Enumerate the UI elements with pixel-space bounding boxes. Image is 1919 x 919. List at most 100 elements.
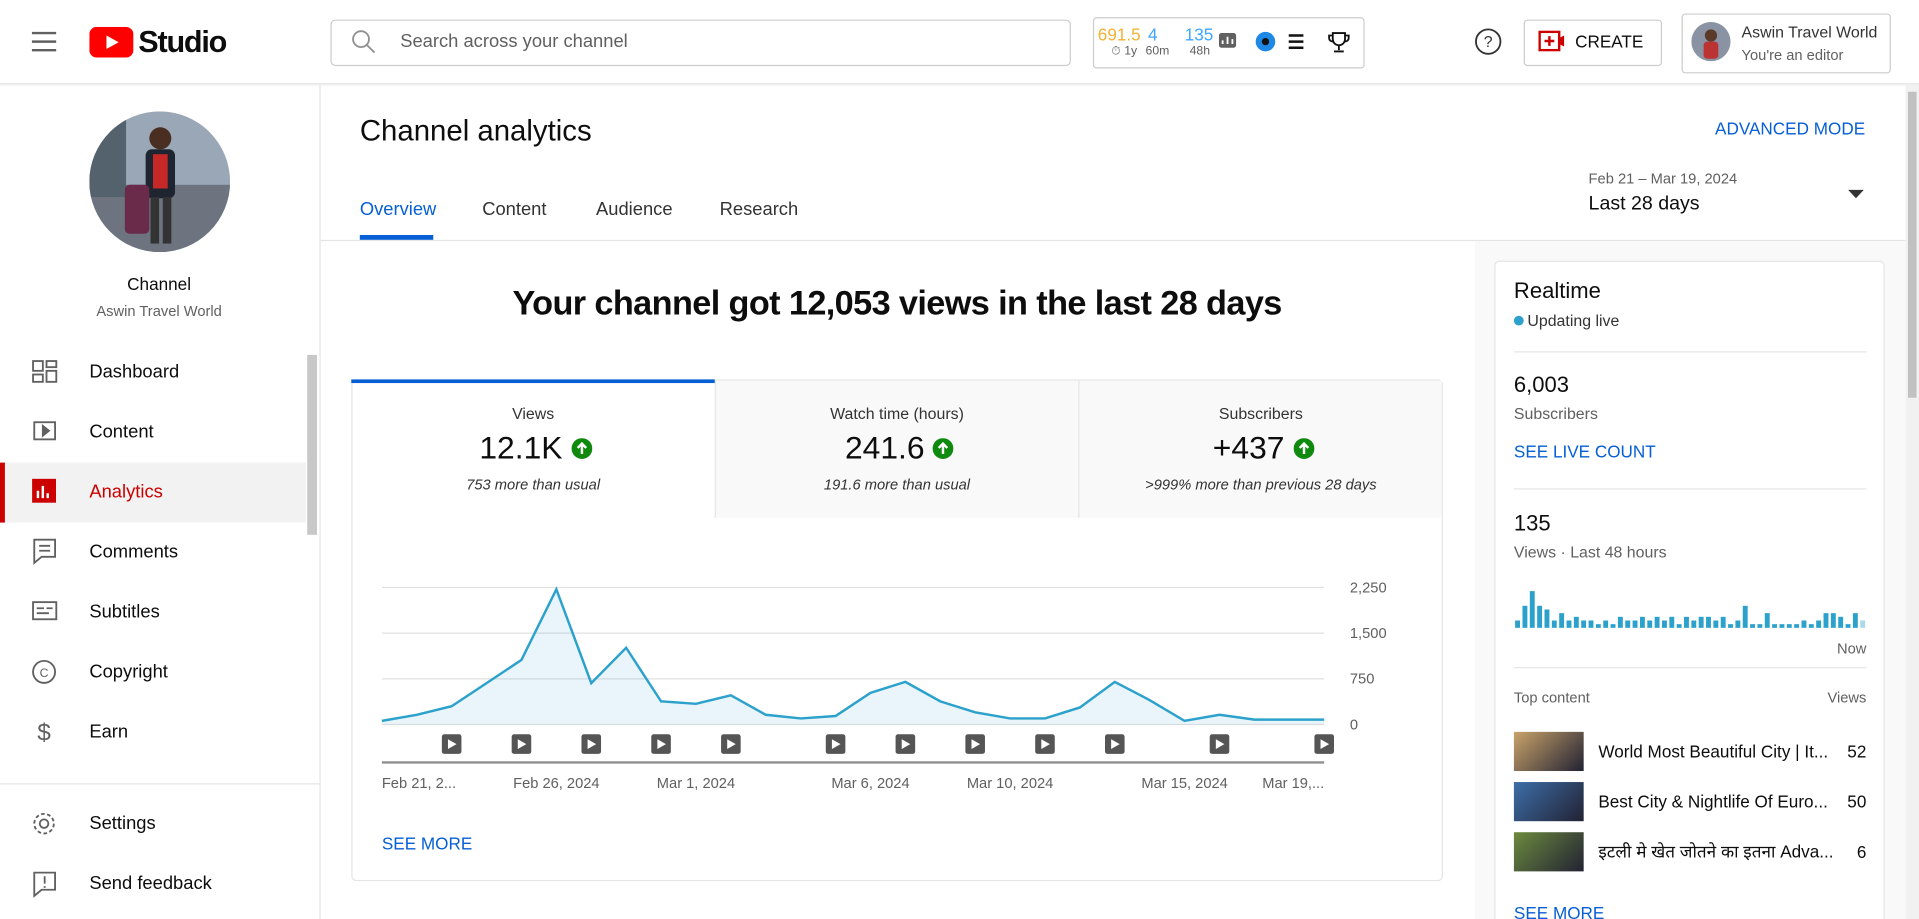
video-marker-play [657,739,666,749]
stats-box[interactable] [1092,17,1365,69]
dropdown-arrow[interactable] [1848,189,1864,200]
bar [1808,624,1814,628]
nav-item[interactable]: Subtitles [89,601,160,623]
stat-sub: 48h [1189,44,1211,59]
subscriber-label: Subscribers [1513,404,1598,423]
divider [1513,666,1867,669]
nav-item[interactable]: Comments [89,541,179,563]
y-tick-label: 0 [1350,717,1358,733]
bar [1720,616,1726,628]
bar [1750,624,1756,628]
menu-button[interactable] [31,29,57,53]
divider [1513,351,1867,353]
video-marker-play [901,739,911,749]
bar [1595,624,1601,628]
x-tick-label: Mar 15, 2024 [1141,776,1227,792]
footer-icons [33,812,56,898]
tab[interactable]: Research [719,198,799,220]
bar [1823,613,1829,628]
nav-item[interactable]: Send feedback [89,873,212,895]
bar [1764,613,1770,628]
bar [1757,624,1763,628]
page-scrollbar[interactable] [1905,84,1919,919]
bar [1845,624,1851,628]
active-metric-bar [351,379,715,384]
svg-text:$: $ [37,719,51,746]
y-tick-label: 2,250 [1350,580,1387,596]
create-button[interactable] [1523,19,1662,67]
trend-arrow [571,438,592,459]
stat-sub: 60m [1145,44,1170,59]
video-title[interactable]: World Most Beautiful City | It... [1598,741,1829,762]
channel-name: Aswin Travel World [96,302,222,320]
views-column-label: Views [1827,689,1867,707]
channel-label: Channel [127,274,192,294]
metric-value: 241.6 [844,428,925,466]
bar [1735,620,1741,628]
tab[interactable]: Content [482,198,547,220]
metric-note: >999% more than previous 28 days [1145,476,1377,494]
bar [1544,609,1550,628]
realtime-title: Realtime [1513,278,1601,303]
realtime-views-label: Views · Last 48 hours [1513,542,1667,562]
live-count-button[interactable]: SEE LIVE COUNT [1514,442,1656,462]
x-tick-label: Feb 26, 2024 [513,776,599,792]
video-marker-play [1320,739,1330,749]
subscriber-count: 6,003 [1513,372,1570,398]
metric-value: 12.1K [479,428,563,466]
video-marker-play [587,739,597,749]
bar [1772,624,1778,628]
video-views: 52 [1847,741,1867,762]
bar [1794,624,1800,628]
realtime-see-more[interactable]: SEE MORE [1514,903,1604,919]
channel-avatar[interactable] [89,111,231,253]
bar [1617,616,1623,628]
nav-icons: C $ [32,360,58,746]
account-switcher[interactable] [1681,13,1891,74]
bar [1603,620,1609,628]
bar [1515,620,1521,628]
bar [1669,616,1675,628]
nav-item[interactable]: Dashboard [89,361,180,383]
nav-item[interactable]: Earn [89,721,129,743]
advanced-mode-button[interactable]: ADVANCED MODE [1715,119,1865,139]
bar [1691,620,1697,628]
video-views: 6 [1856,842,1867,862]
summary-heading: Your channel got 12,053 views in the las… [512,283,1282,322]
youtube-logo[interactable] [89,26,134,58]
stat-value: 4 [1147,24,1158,45]
nav-item[interactable]: Analytics [89,481,163,503]
see-more-button[interactable]: SEE MORE [382,833,472,853]
bar [1647,620,1653,628]
video-title[interactable]: इटली मे खेत जोतने का इतना Adva... [1598,841,1834,861]
period-select[interactable]: Last 28 days [1588,193,1700,215]
sidebar-scrollbar[interactable] [307,354,317,535]
bar [1830,613,1836,628]
video-marker-play [447,739,457,749]
svg-text:C: C [40,666,49,680]
video-title[interactable]: Best City & Nightlife Of Euro... [1598,791,1828,812]
video-marker-play [727,739,736,749]
logo-text[interactable]: Studio [138,25,227,60]
bar [1529,591,1535,628]
help-button[interactable]: ? [1475,28,1502,55]
video-thumbnail[interactable] [1513,782,1584,822]
tab[interactable]: Audience [596,198,673,220]
trend-arrow [1293,438,1314,459]
bar [1779,624,1785,628]
trend-arrow [933,438,954,459]
realtime-bars [1515,591,1866,628]
nav-item[interactable]: Copyright [89,661,168,683]
sidebar-border [319,84,321,919]
stat-sub-text: 1y [1124,44,1138,59]
stats-icons[interactable] [1218,31,1354,55]
bar [1838,616,1844,628]
video-thumbnail[interactable] [1513,832,1584,872]
nav-item[interactable]: Settings [89,813,156,835]
page-scrollbar-thumb[interactable] [1907,91,1917,398]
search-box[interactable] [330,19,1071,67]
video-thumbnail[interactable] [1513,731,1584,772]
tab[interactable]: Overview [359,198,437,220]
nav-item[interactable]: Content [89,421,154,443]
